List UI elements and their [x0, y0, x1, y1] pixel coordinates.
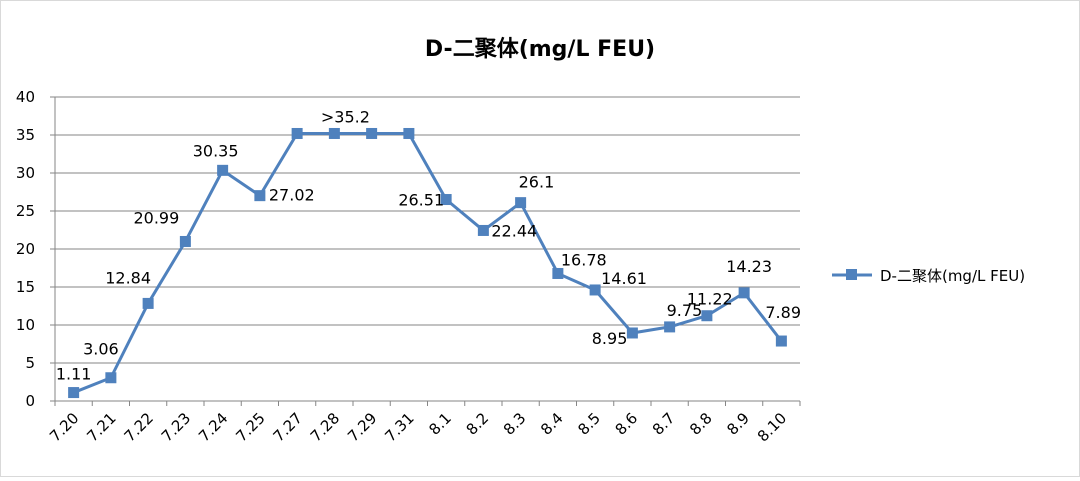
data-point	[701, 310, 713, 322]
data-label: 26.51	[398, 191, 444, 210]
data-point	[515, 197, 527, 209]
data-point	[626, 327, 638, 339]
data-label: >35.2	[321, 107, 370, 126]
data-point	[105, 372, 117, 384]
data-labels: 1.11 3.06 12.84 20.99 30.35 27.02 >35.2 26.51 22…	[56, 107, 801, 383]
data-label: 8.95	[592, 329, 628, 348]
data-label: 16.78	[561, 250, 607, 269]
y-tick-label: 10	[16, 316, 35, 334]
y-axis: 0 5 10 15 20 25 30 35 40	[16, 88, 56, 410]
data-label: 26.1	[519, 173, 555, 192]
data-label: 12.84	[105, 268, 151, 287]
y-tick-label: 0	[25, 392, 35, 410]
legend-marker	[846, 269, 857, 280]
data-point	[179, 235, 191, 247]
data-point	[477, 224, 489, 236]
data-label: 11.22	[687, 290, 733, 309]
data-label: 14.61	[601, 269, 647, 288]
data-label: 7.89	[765, 303, 801, 322]
y-tick-label: 40	[16, 88, 35, 106]
data-label: 14.23	[726, 257, 772, 276]
data-label: 1.11	[56, 365, 92, 384]
y-tick-label: 5	[25, 354, 35, 372]
data-label: 22.44	[491, 221, 537, 240]
data-point	[440, 194, 452, 206]
data-point	[775, 335, 787, 347]
data-point	[328, 127, 340, 139]
legend: D-二聚体(mg/L FEU)	[832, 267, 1025, 285]
series-line-group	[68, 127, 787, 399]
y-tick-label: 20	[16, 240, 35, 258]
data-label: 20.99	[133, 208, 179, 227]
data-label: 27.02	[269, 186, 315, 205]
y-tick-label: 25	[16, 202, 35, 220]
data-point	[589, 284, 601, 296]
data-point	[738, 287, 750, 299]
data-point	[366, 127, 378, 139]
data-point	[142, 297, 154, 309]
y-tick-label: 30	[16, 164, 35, 182]
data-point	[254, 190, 266, 202]
data-point	[664, 321, 676, 333]
y-tick-label: 15	[16, 278, 35, 296]
series-line	[73, 131, 783, 394]
data-point	[217, 164, 229, 176]
chart-title: D-二聚体(mg/L FEU)	[425, 37, 655, 62]
data-point	[291, 127, 303, 139]
y-tick-label: 35	[16, 126, 35, 144]
data-point	[68, 387, 80, 399]
data-label: 9.75	[667, 301, 703, 320]
data-point	[552, 267, 564, 279]
data-label: 30.35	[193, 141, 239, 160]
legend-label: D-二聚体(mg/L FEU)	[880, 267, 1025, 285]
data-point	[403, 127, 415, 139]
data-label: 3.06	[83, 340, 119, 359]
